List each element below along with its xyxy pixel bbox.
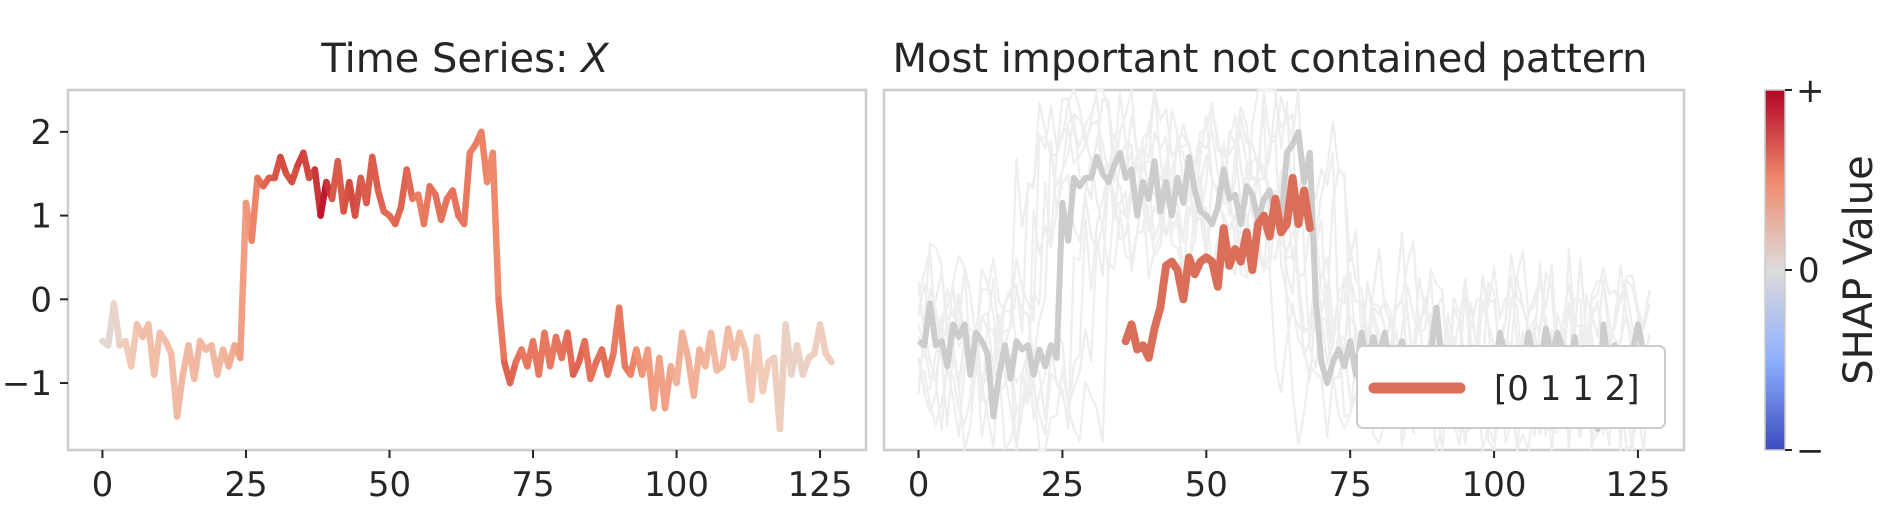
left-title: Time Series: X (320, 36, 610, 82)
colorbar-label: SHAP Value (1836, 155, 1882, 385)
pattern-series (1121, 173, 1314, 362)
left-xtick-label: 25 (224, 465, 267, 505)
right-xtick-label: 75 (1329, 465, 1372, 505)
shap-line-segment (604, 350, 617, 378)
left-x-axis: 0 25 50 75 100 125 (92, 450, 853, 505)
shap-line-segment (690, 346, 703, 399)
right-x-axis: 0 25 50 75 100 125 (908, 450, 1671, 505)
shap-line-segment (460, 149, 474, 228)
left-panel: Time Series: X −1 0 1 2 0 25 50 75 100 125 (2, 36, 868, 505)
shap-line-segment (403, 166, 416, 203)
shap-line-segment (615, 304, 629, 370)
shap-line-segment (127, 321, 141, 370)
right-xtick-label: 25 (1041, 465, 1084, 505)
shap-line-segment (816, 321, 830, 357)
right-xtick-label: 50 (1185, 465, 1228, 505)
background-series-line (917, 88, 1650, 408)
shap-line-segment (449, 187, 462, 219)
shap-line-segment (679, 329, 692, 362)
shap-line-segment (173, 371, 187, 420)
left-xtick-label: 50 (368, 465, 411, 505)
colorbar-zero-label: 0 (1798, 251, 1820, 291)
shap-line-segment (191, 337, 204, 383)
left-xtick-label: 0 (92, 465, 114, 505)
legend: [0 1 1 2] (1356, 345, 1666, 429)
left-ytick-label: 2 (30, 113, 52, 153)
colorbar-plus-label: + (1796, 71, 1825, 111)
shap-line-segment (564, 329, 577, 378)
shap-line-segment (248, 174, 261, 244)
right-plot-area (882, 88, 1686, 452)
right-xtick-label: 0 (908, 465, 930, 505)
main-series-line (916, 128, 1652, 433)
left-xtick-label: 75 (511, 465, 554, 505)
shap-line-segment (822, 350, 835, 366)
legend-box (1356, 345, 1666, 429)
shap-line-segment (495, 296, 508, 366)
shap-line-segment (489, 149, 502, 303)
legend-label: [0 1 1 2] (1494, 369, 1639, 409)
shap-line-segment (236, 199, 250, 362)
shap-line-segment (707, 329, 720, 374)
colorbar-minus-label: − (1796, 431, 1825, 471)
right-panel: Most important not contained pattern 0 25… (882, 36, 1686, 505)
shap-line-segment (759, 358, 772, 395)
shap-line-segment (150, 329, 164, 378)
shap-line-segment (420, 183, 433, 228)
right-title: Most important not contained pattern (893, 36, 1648, 82)
left-y-axis: −1 0 1 2 (2, 113, 68, 404)
left-xtick-label: 125 (788, 465, 853, 505)
right-xtick-label: 125 (1606, 465, 1671, 505)
shap-line-segment (437, 195, 451, 224)
shap-line-segment (369, 153, 382, 194)
background-series-line (917, 95, 1651, 430)
colorbar-gradient (1764, 89, 1786, 451)
left-ytick-label: 1 (30, 197, 52, 237)
left-ytick-label: −1 (2, 364, 52, 404)
left-plot-area (66, 88, 868, 452)
left-ytick-label: 0 (30, 280, 52, 320)
main-series (916, 128, 1652, 433)
left-series (99, 128, 835, 433)
colorbar: + 0 − SHAP Value (1764, 71, 1882, 471)
shap-line-segment (506, 358, 520, 387)
shap-line-segment (110, 300, 123, 349)
shap-line-segment (374, 187, 388, 215)
right-xtick-label: 100 (1462, 465, 1527, 505)
left-xtick-label: 100 (644, 465, 709, 505)
pattern-line (1121, 173, 1314, 362)
